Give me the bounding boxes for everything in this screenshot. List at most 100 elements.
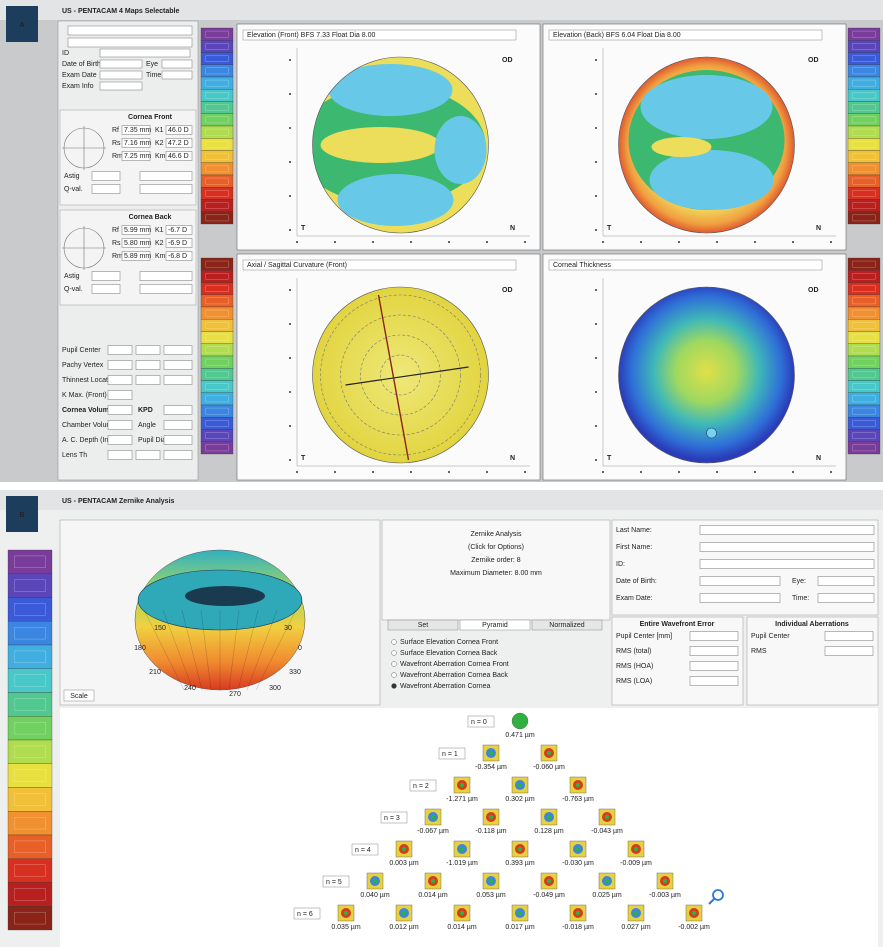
info-text: Zernike order: 8 <box>471 557 521 564</box>
field-box <box>164 451 192 460</box>
map-axis-dot <box>289 161 291 163</box>
field-label: Rf <box>112 127 119 134</box>
field-box <box>108 451 132 460</box>
map-axis-dot <box>678 241 680 243</box>
map-axis-dot <box>640 241 642 243</box>
field-label: Exam Date: <box>616 595 653 602</box>
map-axis-dot <box>289 459 291 461</box>
field-label: Thinnest Locat. <box>62 377 110 384</box>
field-label: ID <box>62 50 69 57</box>
field-box <box>92 285 120 294</box>
info-text: (Click for Options) <box>468 544 524 551</box>
field-label: Pachy Vertex <box>62 362 104 369</box>
field-label: RMS (LOA) <box>616 678 652 685</box>
field-box <box>92 172 120 181</box>
option-label: Wavefront Aberration Cornea Front <box>400 661 509 668</box>
order-label: n = 4 <box>355 847 371 854</box>
field-box <box>700 594 780 603</box>
map-axis-dot <box>448 241 450 243</box>
radio[interactable] <box>392 673 397 678</box>
map-axis-dot <box>716 241 718 243</box>
map-zone <box>435 116 487 184</box>
map-axis-dot <box>754 471 756 473</box>
order-label: n = 2 <box>413 783 429 790</box>
axis-label: T <box>301 225 306 232</box>
map-axis-dot <box>524 241 526 243</box>
zernike-value: -0.002 µm <box>678 924 710 931</box>
zernike-pattern <box>518 783 522 787</box>
map-title: Axial / Sagittal Curvature (Front) <box>247 262 347 269</box>
field-label: Rs <box>112 140 121 147</box>
radio[interactable] <box>392 651 397 656</box>
field-label: Lens Th <box>62 452 87 459</box>
field-box <box>818 577 874 586</box>
field-box <box>164 346 192 355</box>
field-box <box>162 60 192 68</box>
order-label: n = 3 <box>384 815 400 822</box>
field-box <box>136 346 160 355</box>
option-label: Wavefront Aberration Cornea Back <box>400 672 508 679</box>
corneal-map <box>313 287 489 463</box>
map-axis-dot <box>595 59 597 61</box>
zernike-value: 0.040 µm <box>360 892 389 899</box>
eye-label: OD <box>502 287 513 294</box>
radio[interactable] <box>392 684 397 689</box>
corneal-map <box>619 57 795 233</box>
map-axis-dot <box>486 241 488 243</box>
field-value: 5.99 mm <box>124 227 151 234</box>
map-axis-dot <box>289 425 291 427</box>
field-box <box>164 376 192 385</box>
radio[interactable] <box>392 640 397 645</box>
field-label: RMS (total) <box>616 648 651 655</box>
zernike-pattern <box>663 879 667 883</box>
field-box <box>108 436 132 445</box>
field-value: 46.0 D <box>168 127 189 134</box>
zernike-value: -0.030 µm <box>562 860 594 867</box>
field-label: Time <box>146 72 161 79</box>
field-label: Time: <box>792 595 809 602</box>
zernike-value: 0.025 µm <box>592 892 621 899</box>
zernike-pattern <box>547 815 551 819</box>
table-title: Entire Wavefront Error <box>640 621 715 628</box>
field-value: 7.25 mm <box>124 153 151 160</box>
zernike-value: 0.471 µm <box>505 732 534 739</box>
window-title: US - PENTACAM 4 Maps Selectable <box>62 8 179 15</box>
map-axis-dot <box>792 241 794 243</box>
map-title: Elevation (Back) BFS 6.04 Float Dia 8.00 <box>553 32 681 39</box>
field-box <box>108 421 132 430</box>
map-axis-dot <box>640 471 642 473</box>
map-axis-dot <box>334 241 336 243</box>
tab-label: Set <box>418 622 429 629</box>
field-label: Date of Birth <box>62 61 101 68</box>
field-label: Eye <box>146 61 158 68</box>
map-axis-dot <box>289 323 291 325</box>
field-box <box>164 421 192 430</box>
plot-label: 300 <box>269 685 281 692</box>
zernike-pattern <box>576 911 580 915</box>
zernike-pattern <box>576 847 580 851</box>
field-box <box>92 185 120 194</box>
corneal-map <box>619 287 795 463</box>
field-value: 46.6 D <box>168 153 189 160</box>
plot-label: 180 <box>134 645 146 652</box>
eye-label: OD <box>808 287 819 294</box>
panel-label: A <box>19 22 24 29</box>
zernike-icon[interactable] <box>512 713 528 729</box>
field-label: Rm <box>112 253 123 260</box>
map-axis-dot <box>486 471 488 473</box>
plot-label: 240 <box>184 685 196 692</box>
zernike-pattern <box>402 911 406 915</box>
zernike-pattern <box>518 911 522 915</box>
field-box <box>825 632 873 641</box>
option-label: Wavefront Aberration Cornea <box>400 683 491 690</box>
field-box <box>140 185 192 194</box>
axis-label: T <box>607 455 612 462</box>
field-box <box>108 391 132 400</box>
field-box <box>162 71 192 79</box>
field-value: -6.9 D <box>168 240 187 247</box>
radio[interactable] <box>392 662 397 667</box>
field-label: Q-val. <box>64 286 83 293</box>
zernike-pattern <box>576 783 580 787</box>
order-label: n = 0 <box>471 719 487 726</box>
field-label: Cornea Volume <box>62 407 113 414</box>
